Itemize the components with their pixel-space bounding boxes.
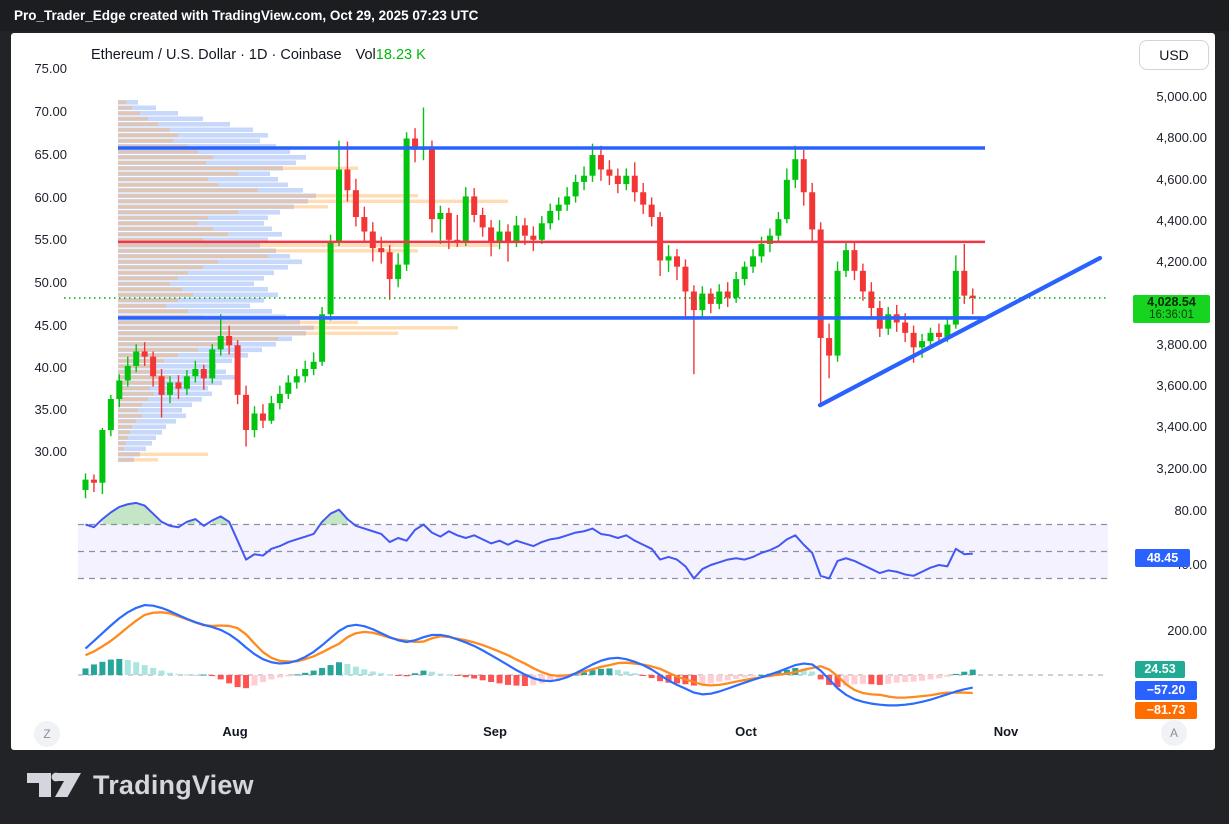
bar-countdown: 16:36:01: [1149, 309, 1194, 321]
right-axis-label: 4,600.00: [1156, 172, 1207, 187]
right-axis-label: 3,600.00: [1156, 378, 1207, 393]
tradingview-logo-icon: [27, 772, 81, 797]
left-axis-label: 50.00: [34, 275, 67, 290]
volume-value: 18.23 K: [375, 47, 426, 63]
symbol-title: Ethereum / U.S. Dollar · 1D · Coinbase: [91, 47, 342, 63]
time-axis-label: Nov: [993, 724, 1019, 739]
left-axis-label: 40.00: [34, 360, 67, 375]
symbol-header: Ethereum / U.S. Dollar · 1D · Coinbase Vo…: [91, 47, 426, 63]
last-price-badge: 4,028.54 16:36:01: [1133, 295, 1210, 323]
attribution-text: Pro_Trader_Edge created with TradingView…: [14, 8, 479, 23]
last-price-value: 4,028.54: [1147, 295, 1196, 309]
right-axis-label: 3,400.00: [1156, 419, 1207, 434]
time-axis-label: Sep: [483, 724, 507, 739]
left-axis-label: 75.00: [34, 61, 67, 76]
volume-label: Vol: [355, 47, 376, 63]
macd-signal-badge: −81.73: [1135, 702, 1197, 719]
left-axis-label: 70.00: [34, 104, 67, 119]
tradingview-wordmark: TradingView: [93, 769, 254, 800]
time-axis-label: Aug: [222, 724, 248, 739]
right-axis-label: 4,800.00: [1156, 130, 1207, 145]
right-axis-label: 4,400.00: [1156, 213, 1207, 228]
right-axis-label: 200.00: [1167, 623, 1207, 638]
right-axis-label: 4,200.00: [1156, 254, 1207, 269]
left-axis-label: 30.00: [34, 444, 67, 459]
time-axis-label: Oct: [735, 724, 757, 739]
right-axis-label: 3,200.00: [1156, 461, 1207, 476]
left-axis-label: 65.00: [34, 147, 67, 162]
left-axis-label: 35.00: [34, 402, 67, 417]
macd-line-badge: −57.20: [1135, 681, 1197, 700]
auto-scale-button[interactable]: A: [1161, 720, 1187, 746]
left-axis-label: 55.00: [34, 232, 67, 247]
timezone-button[interactable]: Z: [34, 721, 60, 747]
attribution-bar: Pro_Trader_Edge created with TradingView…: [0, 0, 1229, 31]
currency-button[interactable]: USD: [1139, 40, 1209, 70]
tradingview-watermark: TradingView: [26, 766, 254, 804]
rsi-value-badge: 48.45: [1135, 549, 1190, 567]
right-axis-label: 5,000.00: [1156, 89, 1207, 104]
macd-hist-badge: 24.53: [1135, 661, 1185, 678]
right-axis-label: 3,800.00: [1156, 337, 1207, 352]
left-axis-label: 60.00: [34, 190, 67, 205]
right-axis-label: 80.00: [1174, 503, 1207, 518]
left-axis-label: 45.00: [34, 318, 67, 333]
